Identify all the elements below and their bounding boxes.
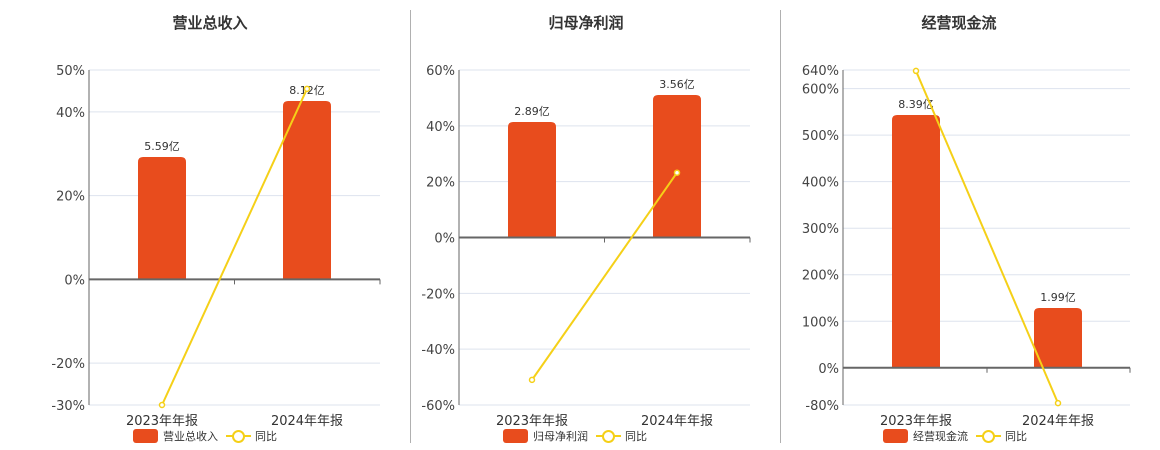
y-tick-label: 40% <box>56 106 85 121</box>
y-tick-label: 40% <box>426 120 455 135</box>
legend-bar-swatch[interactable] <box>133 429 158 443</box>
y-tick-label: 0% <box>818 362 839 377</box>
chart-panel-operating-cashflow: 经营现金流 640% 600% 500% 400% 300% 200% 100% 0% -80%… <box>781 0 1160 450</box>
bar-value-label: 5.59亿 <box>144 140 180 153</box>
bar[interactable] <box>1034 308 1082 368</box>
legend: 营业总收入 同比 <box>133 427 277 445</box>
yoy-line[interactable] <box>161 88 308 406</box>
legend: 归母净利润 同比 <box>503 427 647 445</box>
x-tick-label: 2024年年报 <box>641 414 713 429</box>
legend-line-icon[interactable] <box>596 429 621 443</box>
y-tick-label: -20% <box>51 357 85 372</box>
yoy-line[interactable] <box>531 172 678 381</box>
bar-value-label: 3.56亿 <box>659 78 695 91</box>
legend-bar-label[interactable]: 经营现金流 <box>913 430 968 443</box>
bar-value-label: 1.99亿 <box>1040 291 1076 304</box>
bar[interactable] <box>283 101 331 280</box>
y-tick-label: 300% <box>802 222 839 237</box>
y-tick-label: 50% <box>56 64 85 79</box>
legend-bar-swatch[interactable] <box>503 429 528 443</box>
yoy-point[interactable] <box>912 67 920 75</box>
y-tick-label: 640% <box>802 64 839 79</box>
bar-value-label: 2.89亿 <box>514 105 550 118</box>
legend-line-icon[interactable] <box>226 429 251 443</box>
y-tick-label: 400% <box>802 176 839 191</box>
chart-title: 经营现金流 <box>921 14 997 32</box>
panel-divider <box>780 10 781 443</box>
y-tick-label: -30% <box>51 399 85 414</box>
yoy-point[interactable] <box>1054 399 1062 407</box>
x-tick-label: 2023年年报 <box>126 414 198 429</box>
y-tick-label: 20% <box>426 176 455 191</box>
bar-value-label: 8.39亿 <box>898 98 934 111</box>
y-tick-label: -80% <box>805 399 839 414</box>
legend: 经营现金流 同比 <box>883 427 1027 445</box>
y-tick-label: 600% <box>802 83 839 98</box>
x-tick-label: 2024年年报 <box>271 414 343 429</box>
y-tick-label: 100% <box>802 315 839 330</box>
legend-line-icon[interactable] <box>976 429 1001 443</box>
legend-line-label[interactable]: 同比 <box>1005 430 1027 443</box>
legend-line-label[interactable]: 同比 <box>255 430 277 443</box>
yoy-point[interactable] <box>673 169 681 176</box>
y-tick-label: 500% <box>802 129 839 144</box>
y-tick-label: 60% <box>426 64 455 79</box>
y-tick-label: 0% <box>434 232 455 247</box>
chart-title: 营业总收入 <box>172 14 248 32</box>
y-tick-label: 20% <box>56 190 85 205</box>
legend-bar-label[interactable]: 归母净利润 <box>533 430 588 443</box>
y-tick-label: -40% <box>421 343 455 358</box>
bar[interactable] <box>653 95 701 238</box>
legend-line-label[interactable]: 同比 <box>625 430 647 443</box>
yoy-point[interactable] <box>158 401 166 409</box>
bar[interactable] <box>508 122 556 238</box>
x-tick-label: 2024年年报 <box>1022 414 1094 429</box>
y-tick-label: -20% <box>421 287 455 302</box>
y-tick-label: 200% <box>802 269 839 284</box>
legend-bar-swatch[interactable] <box>883 429 908 443</box>
x-tick-label: 2023年年报 <box>880 414 952 429</box>
chart-title: 归母净利润 <box>548 14 624 32</box>
x-tick-label: 2023年年报 <box>496 414 568 429</box>
legend-bar-label[interactable]: 营业总收入 <box>163 430 218 443</box>
chart-operating-cashflow: 640% 600% 500% 400% 300% 200% 100% 0% -80% 8.39亿 2… <box>802 64 1131 429</box>
y-tick-label: 0% <box>64 273 85 288</box>
bar[interactable] <box>892 115 940 368</box>
yoy-line[interactable] <box>915 70 1059 404</box>
chart-panel-net-profit: 归母净利润 60% 40% 20% 0% -20% -40% -60% 2.89亿 2023年年… <box>411 0 781 450</box>
yoy-point[interactable] <box>303 85 311 93</box>
y-tick-label: -60% <box>421 399 455 414</box>
chart-revenue: 50%40%20%0%-20%-30%5.59亿2023年年报8.12亿2024… <box>51 64 381 429</box>
bar[interactable] <box>138 157 186 280</box>
chart-panel-revenue: 营业总收入 50%40%20%0%-20%-30%5.59亿2023年年报8.1… <box>0 0 410 450</box>
yoy-point[interactable] <box>528 376 536 384</box>
chart-net-profit: 60% 40% 20% 0% -20% -40% -60% 2.89亿 2023年年报 3.56亿… <box>421 64 751 429</box>
panel-divider <box>410 10 411 443</box>
